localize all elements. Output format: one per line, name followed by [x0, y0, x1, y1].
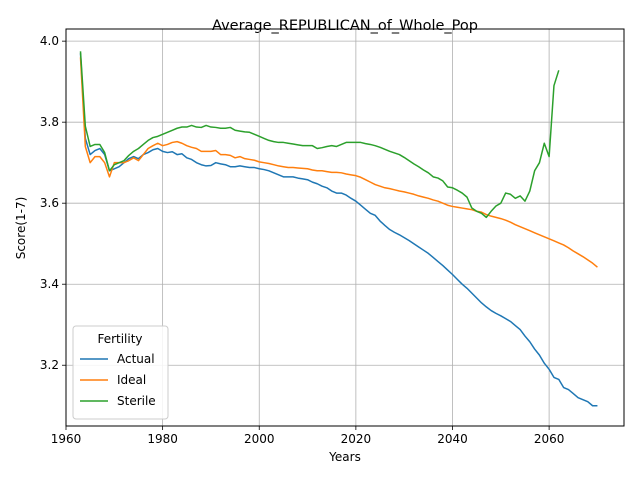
x-tick-label: 1960	[51, 432, 82, 446]
y-tick-label: 4.0	[40, 34, 59, 48]
y-tick-label: 3.2	[40, 358, 59, 372]
legend-items: Actual Ideal Sterile	[80, 352, 156, 408]
legend-label-sterile: Sterile	[117, 394, 156, 408]
legend: Fertility Actual Ideal Sterile	[72, 325, 169, 420]
y-tick-label: 3.6	[40, 196, 59, 210]
legend-label-actual: Actual	[117, 352, 155, 366]
series-line-ideal	[79, 57, 598, 268]
y-axis-label: Score(1-7)	[14, 197, 28, 260]
series-line-sterile	[79, 51, 560, 219]
x-axis-label: Years	[328, 450, 361, 464]
plot-frame	[65, 28, 625, 427]
legend-label-ideal: Ideal	[117, 373, 146, 387]
legend-title: Fertility	[97, 332, 142, 346]
x-tick-label: 2040	[437, 432, 468, 446]
x-tick-label: 2000	[244, 432, 275, 446]
x-tick-label: 2060	[534, 432, 565, 446]
x-tick-label: 1980	[147, 432, 178, 446]
y-tick-label: 3.8	[40, 115, 59, 129]
chart-title: Average_REPUBLICAN_of_Whole_Pop	[212, 18, 478, 34]
series-lines	[79, 51, 598, 407]
legend-box	[72, 325, 169, 420]
x-tick-label: 2020	[341, 432, 372, 446]
x-axis-ticks: 1960 1980 2000 2020 2040 2060	[51, 426, 565, 446]
y-axis-ticks: 3.2 3.4 3.6 3.8 4.0	[40, 34, 66, 372]
y-tick-label: 3.4	[40, 277, 59, 291]
series-line-actual	[79, 53, 598, 407]
